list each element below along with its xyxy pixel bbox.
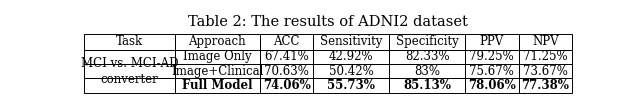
- Bar: [175, 64, 260, 78]
- Text: 70.63%: 70.63%: [264, 65, 309, 78]
- Text: 78.06%: 78.06%: [468, 79, 516, 92]
- Text: 82.33%: 82.33%: [405, 50, 449, 63]
- Text: 75.67%: 75.67%: [469, 65, 515, 78]
- Bar: [84, 50, 175, 64]
- Text: 50.42%: 50.42%: [329, 65, 374, 78]
- Bar: [518, 78, 572, 93]
- Bar: [84, 64, 175, 78]
- Text: 67.41%: 67.41%: [264, 50, 309, 63]
- Bar: [389, 78, 465, 93]
- Bar: [465, 50, 518, 64]
- Text: Sensitivity: Sensitivity: [320, 35, 383, 48]
- Bar: [260, 34, 314, 50]
- Bar: [389, 34, 465, 50]
- Bar: [175, 78, 260, 93]
- Bar: [465, 34, 518, 50]
- Bar: [314, 78, 389, 93]
- Text: ACC: ACC: [273, 35, 300, 48]
- Bar: [260, 64, 314, 78]
- Bar: [84, 78, 175, 93]
- Text: 55.73%: 55.73%: [327, 79, 375, 92]
- Bar: [260, 50, 314, 64]
- Bar: [84, 34, 175, 50]
- Text: Image+Clinical: Image+Clinical: [171, 65, 264, 78]
- Text: 77.38%: 77.38%: [522, 79, 569, 92]
- Bar: [314, 34, 389, 50]
- Bar: [518, 34, 572, 50]
- Text: 74.06%: 74.06%: [263, 79, 310, 92]
- Text: Specificity: Specificity: [396, 35, 458, 48]
- Text: 83%: 83%: [414, 65, 440, 78]
- Text: 71.25%: 71.25%: [523, 50, 568, 63]
- Bar: [518, 50, 572, 64]
- Text: Task: Task: [116, 35, 143, 48]
- Text: 85.13%: 85.13%: [403, 79, 451, 92]
- Bar: [389, 64, 465, 78]
- Bar: [260, 78, 314, 93]
- Bar: [314, 64, 389, 78]
- Text: Table 2: The results of ADNI2 dataset: Table 2: The results of ADNI2 dataset: [188, 15, 468, 29]
- Text: PPV: PPV: [480, 35, 504, 48]
- Text: MCI vs. MCI-AD
converter: MCI vs. MCI-AD converter: [81, 57, 178, 86]
- Text: 79.25%: 79.25%: [470, 50, 514, 63]
- Text: Approach: Approach: [189, 35, 246, 48]
- Bar: [175, 34, 260, 50]
- Text: Full Model: Full Model: [182, 79, 253, 92]
- Bar: [314, 50, 389, 64]
- Bar: [518, 64, 572, 78]
- Text: 42.92%: 42.92%: [329, 50, 374, 63]
- Text: NPV: NPV: [532, 35, 559, 48]
- Bar: [465, 78, 518, 93]
- Text: Image Only: Image Only: [183, 50, 252, 63]
- Bar: [389, 50, 465, 64]
- Bar: [465, 64, 518, 78]
- Text: 73.67%: 73.67%: [523, 65, 568, 78]
- Bar: [175, 50, 260, 64]
